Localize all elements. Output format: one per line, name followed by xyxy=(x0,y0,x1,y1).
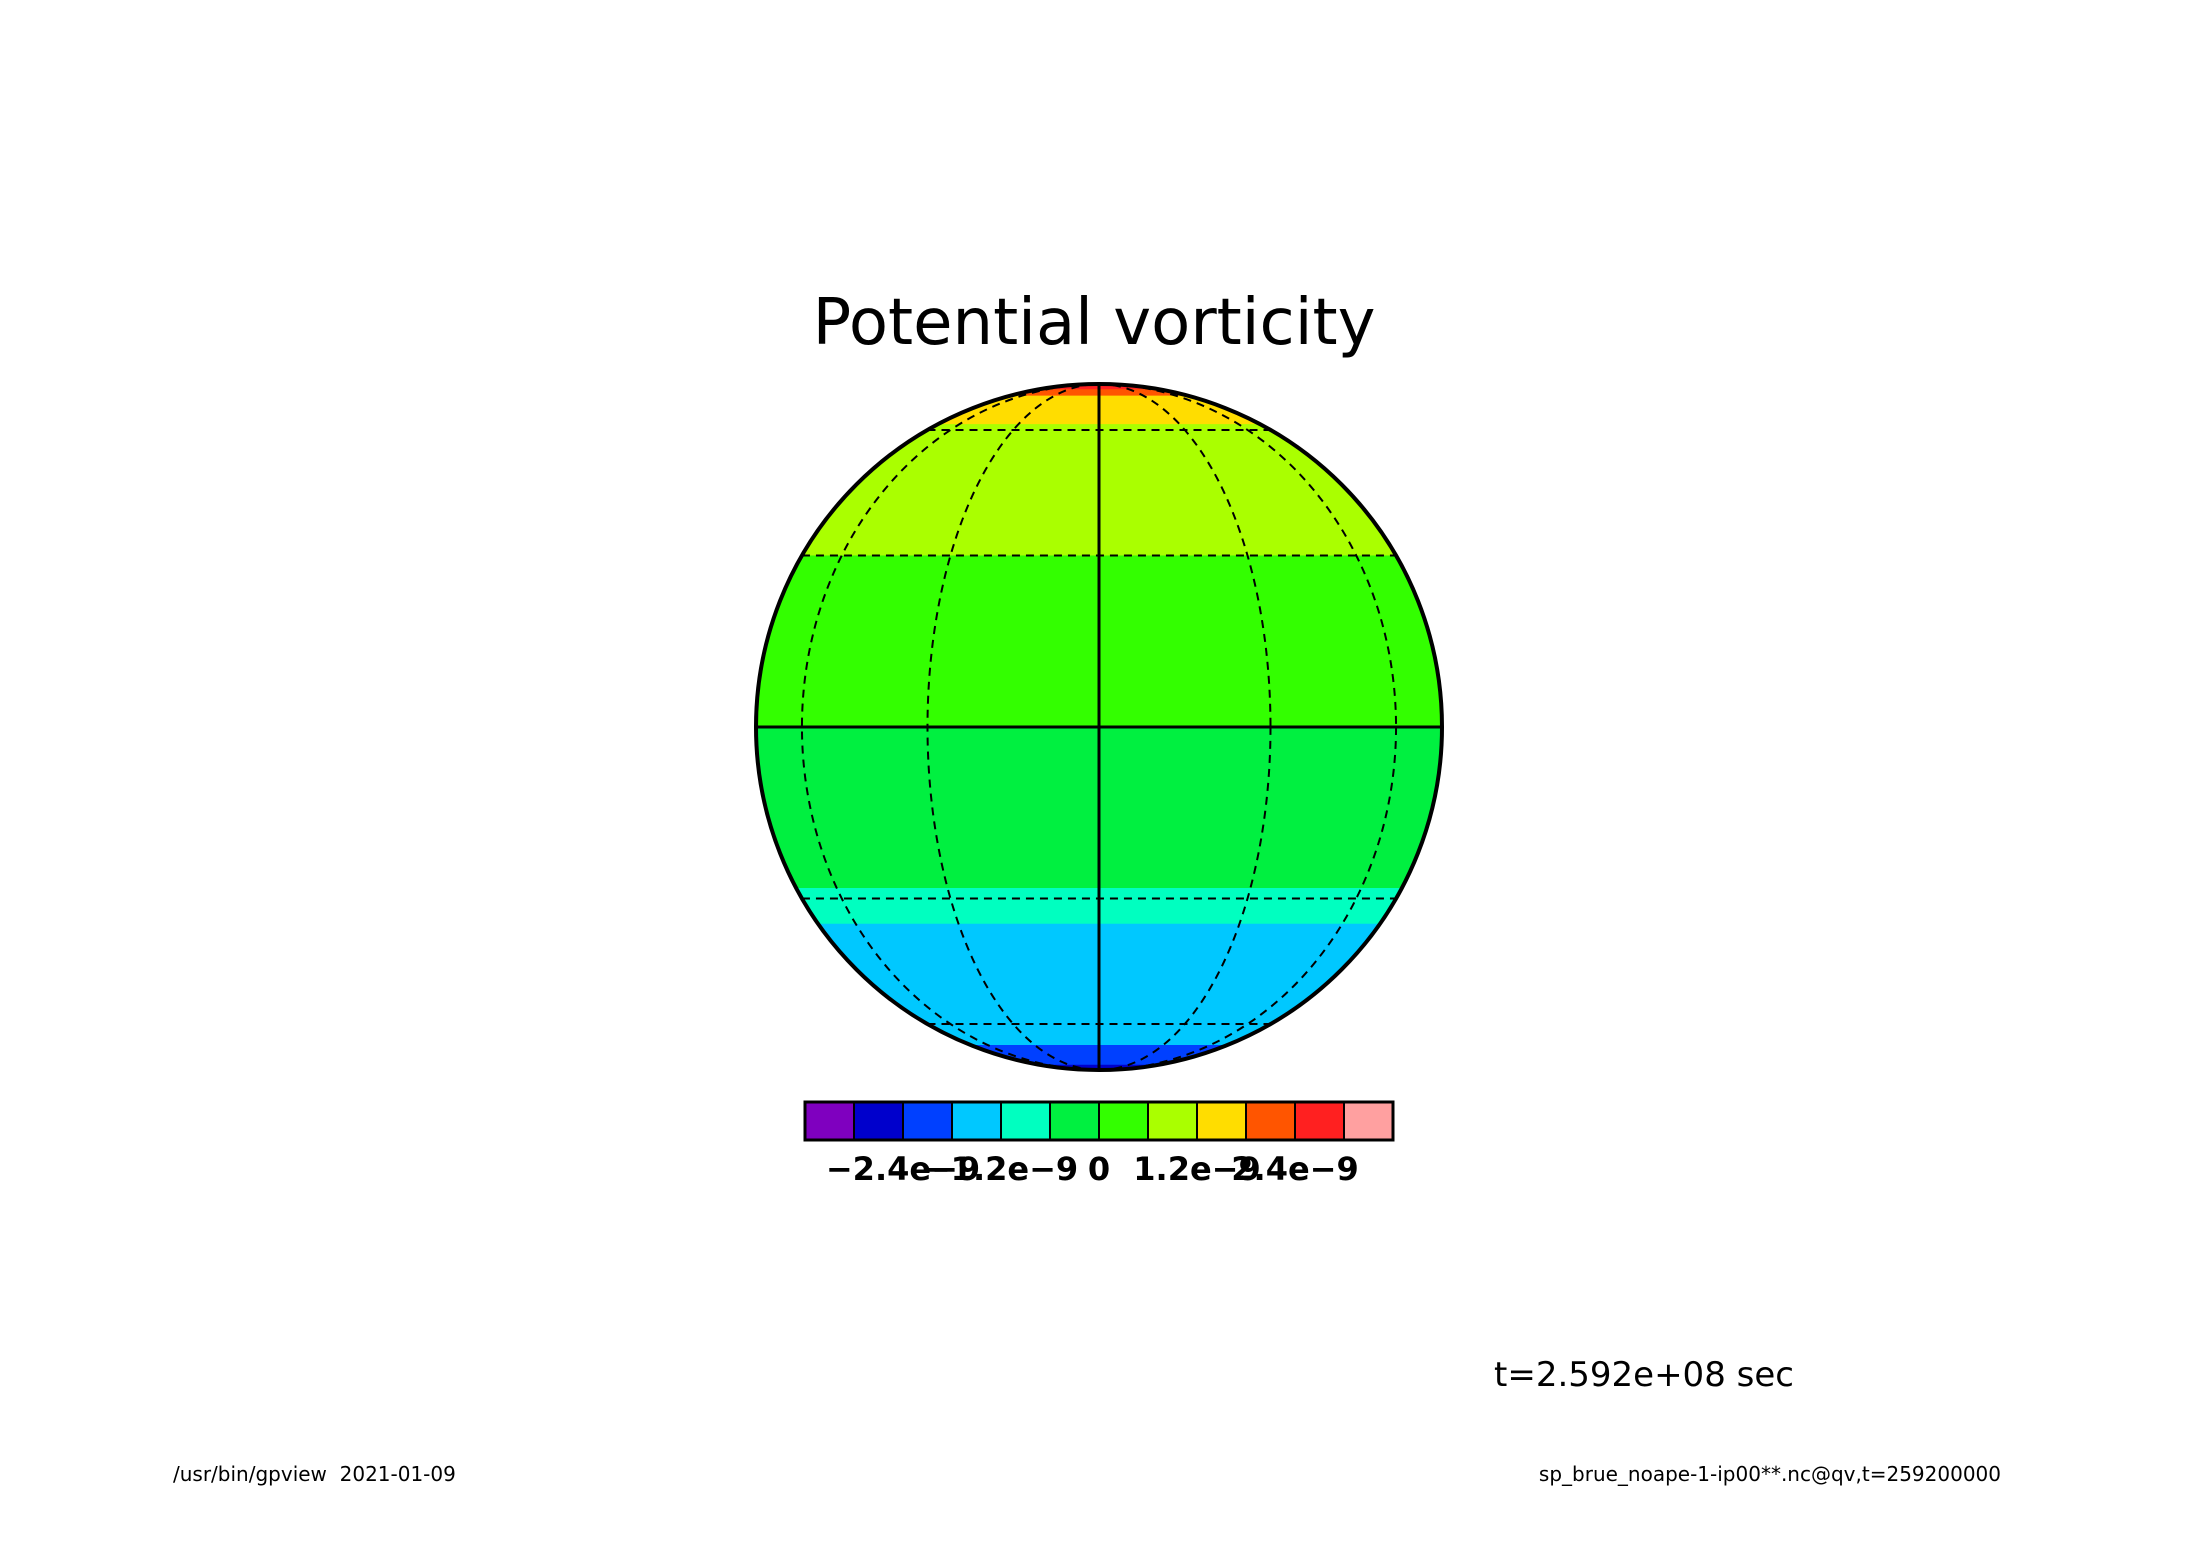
colorbar-swatch xyxy=(1294,1101,1345,1141)
colorbar-tick-label: 0 xyxy=(1088,1150,1110,1188)
colorbar-tick-label: 2.4e−9 xyxy=(1231,1150,1358,1188)
colorbar-tick-label: −2.4e−9 xyxy=(826,1150,980,1188)
colorbar-swatch xyxy=(951,1101,1002,1141)
colorbar-swatch xyxy=(1343,1101,1394,1141)
colorbar-swatch xyxy=(1245,1101,1296,1141)
colorbar-swatch xyxy=(1196,1101,1247,1141)
colorbar-swatch xyxy=(1147,1101,1198,1141)
chart-title: Potential vorticity xyxy=(812,286,1376,360)
colorbar-tick-labels: −2.4e−9−1.2e−9 0 1.2e−92.4e−9 xyxy=(826,1150,1359,1188)
globe-outline xyxy=(754,382,1444,1072)
footer-file-info: sp_brue_noape-1-ip00**.nc@qv,t=259200000 xyxy=(1538,1462,2001,1486)
footer-program-date: /usr/bin/gpview 2021-01-09 xyxy=(173,1462,456,1486)
colorbar xyxy=(803,1100,1395,1142)
colorbar-swatch xyxy=(853,1101,904,1141)
time-label: t=2.592e+08 sec xyxy=(1494,1355,1794,1395)
colorbar-swatch xyxy=(1049,1101,1100,1141)
colorbar-swatch xyxy=(1098,1101,1149,1141)
colorbar-tick-label: −1.2e−9 xyxy=(924,1150,1078,1188)
colorbar-swatch xyxy=(902,1101,953,1141)
colorbar-outline xyxy=(803,1100,1395,1142)
colorbar-swatch xyxy=(804,1101,855,1141)
colorbar-tick-label: 1.2e−9 xyxy=(1133,1150,1260,1188)
colorbar-swatch xyxy=(1000,1101,1051,1141)
globe-axes xyxy=(756,384,1442,1070)
